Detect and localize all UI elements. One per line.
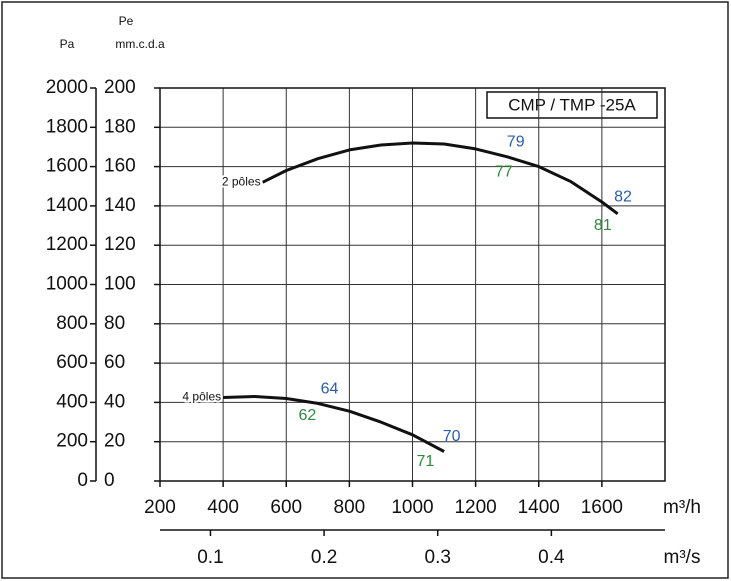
curve [261,141,619,216]
y2-tick-label: 0 [104,470,115,491]
y2-tick-label: 160 [104,156,136,177]
y-tick-label: 200 [56,431,88,452]
x-tick-label: 400 [207,497,239,518]
y2-tick-label: 100 [104,274,136,295]
y2-tick-label: 40 [104,391,125,412]
x-tick-label: 1400 [518,497,560,518]
y-tick-label: 600 [56,352,88,373]
efficiency-label: 82 [614,188,632,205]
title-box [486,91,658,119]
x-tick-label: 1200 [454,497,496,518]
efficiency-label: 81 [594,217,612,234]
efficiency-label: 71 [417,453,435,470]
efficiency-label: 62 [298,407,316,424]
x2-axis-label: m³/s [664,547,701,568]
y2-tick-label: 120 [104,234,136,255]
y-tick-label: 800 [56,313,88,334]
y-tick-label: 2000 [46,77,88,98]
x2-tick-label: 0.2 [311,547,337,568]
y-tick-label: 1800 [46,116,88,137]
y-tick-label: 400 [56,391,88,412]
y2-tick-label: 200 [104,77,136,98]
y-tick-label: 0 [77,470,88,491]
x2-tick-label: 0.3 [425,547,451,568]
y2-tick-label: 140 [104,195,136,216]
y2-tick-label: 80 [104,313,125,334]
x2-tick-label: 0.4 [538,547,565,568]
y-axis-label: Pa [60,37,75,51]
x-tick-label: 1000 [391,497,433,518]
x-tick-label: 800 [334,497,366,518]
efficiency-label: 70 [443,428,461,445]
x-tick-label: 600 [270,497,302,518]
x-tick-label: 200 [144,497,176,518]
y2-axis-label-top: Pe [119,14,134,28]
y2-tick-label: 20 [104,431,125,452]
x-tick-label: 1600 [581,497,623,518]
y-tick-label: 1000 [46,274,88,295]
x2-tick-label: 0.1 [197,547,223,568]
efficiency-label: 79 [507,133,525,150]
y2-axis-label: mm.c.d.a [115,37,165,51]
y2-tick-label: 60 [104,352,125,373]
series-label: 2 pôles [222,174,261,188]
x-axis-label: m³/h [663,497,701,518]
y-tick-label: 1400 [46,195,88,216]
y2-tick-label: 180 [104,116,136,137]
efficiency-label: 64 [321,380,339,397]
efficiency-label: 77 [495,163,513,180]
plot-border [159,87,666,482]
chart-title: CMP / TMP -25A [508,95,636,114]
curve [223,395,445,453]
series-label: 4 pôles [182,390,221,404]
y-tick-label: 1200 [46,234,88,255]
y-tick-label: 1600 [46,156,88,177]
